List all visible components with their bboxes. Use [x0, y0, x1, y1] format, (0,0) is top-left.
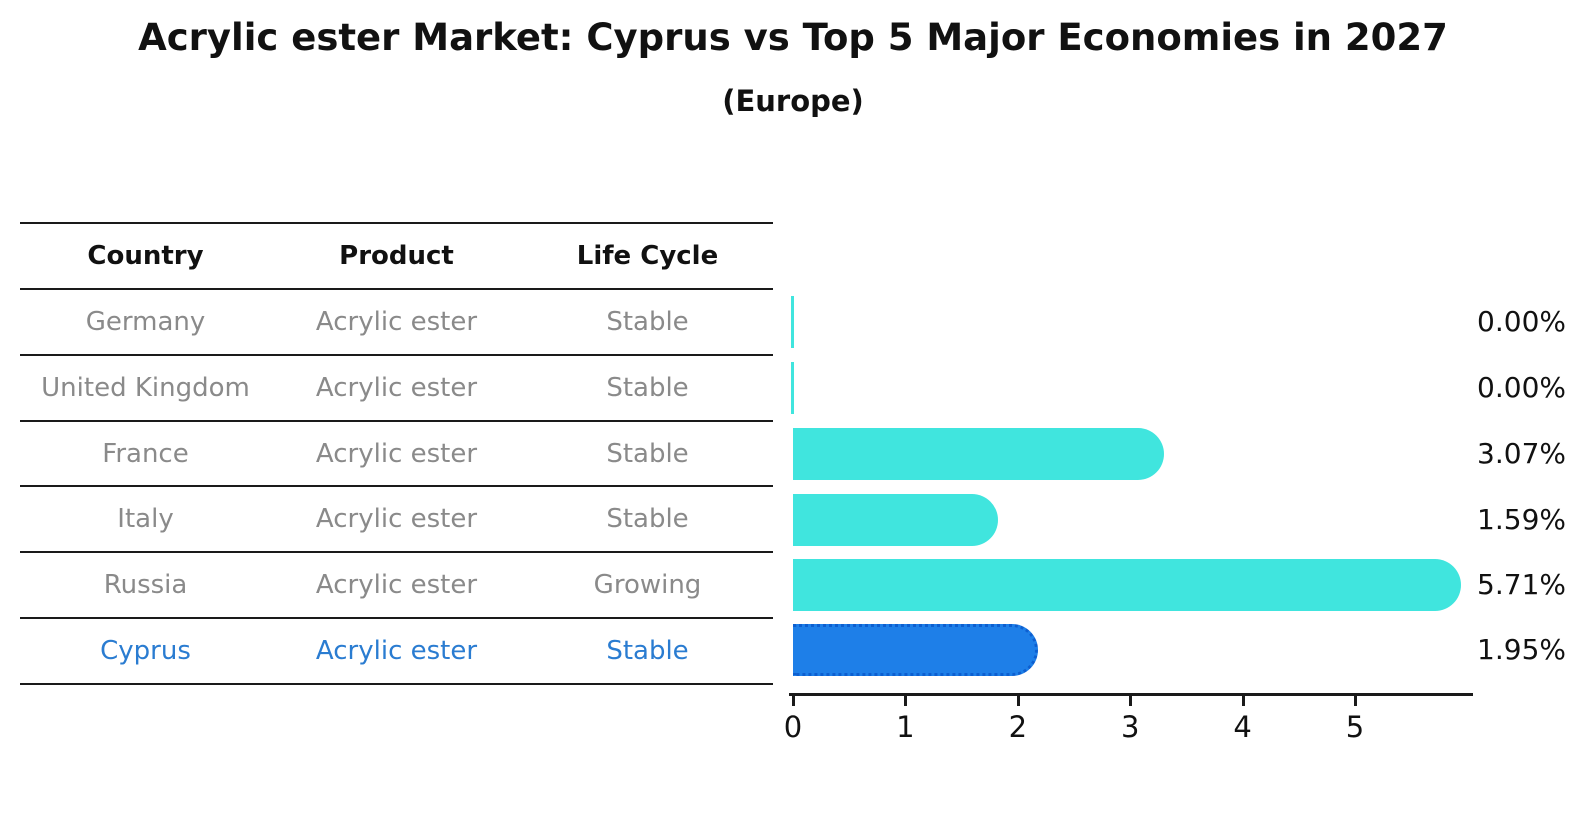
x-tick-label-1: 1	[896, 710, 915, 744]
bar-russia	[793, 559, 1461, 611]
bar-cyprus	[793, 624, 1038, 676]
cell-country: Germany	[85, 306, 206, 337]
x-axis-tick-3	[1129, 694, 1133, 706]
cell-country: Italy	[117, 504, 174, 535]
value-label-italy: 1.59%	[1477, 503, 1566, 536]
x-tick-label-4: 4	[1233, 710, 1252, 744]
table-row-cyprus: Cyprus Acrylic ester Stable	[20, 619, 773, 686]
bar-italy	[793, 494, 998, 546]
x-tick-label-2: 2	[1008, 710, 1028, 744]
bar-germany	[791, 296, 794, 348]
table-row-italy: Italy Acrylic ester Stable	[20, 487, 773, 554]
cell-life-cycle: Stable	[606, 438, 689, 469]
bar-france	[793, 428, 1164, 480]
cell-product: Acrylic ester	[315, 438, 478, 469]
x-axis-tick-5	[1354, 694, 1357, 706]
table-row-france: France Acrylic ester Stable	[20, 422, 773, 488]
page-title: Acrylic ester Market: Cyprus vs Top 5 Ma…	[138, 16, 1448, 59]
cell-life-cycle: Growing	[593, 570, 702, 601]
x-tick-label-3: 3	[1120, 710, 1140, 744]
cell-product: Acrylic ester	[315, 570, 478, 601]
value-label-united-kingdom: 0.00%	[1477, 371, 1566, 404]
cell-life-cycle: Stable	[606, 372, 689, 403]
cell-product: Acrylic ester	[315, 636, 478, 667]
header-cell-country: Country	[87, 240, 204, 271]
value-label-france: 3.07%	[1477, 437, 1566, 470]
table-row-russia: Russia Acrylic ester Growing	[20, 553, 773, 620]
x-axis-tick-2	[1016, 694, 1020, 706]
value-label-russia: 5.71%	[1477, 568, 1566, 601]
header-cell-product: Product	[339, 240, 454, 271]
cell-country: Cyprus	[100, 636, 191, 667]
page-subtitle: (Europe)	[722, 84, 864, 118]
table-row-germany: Germany Acrylic ester Stable	[20, 290, 773, 356]
cell-product: Acrylic ester	[315, 306, 478, 337]
x-axis-tick-4	[1241, 694, 1245, 706]
bar-united-kingdom	[791, 362, 794, 414]
x-tick-label-5: 5	[1345, 710, 1365, 744]
value-label-cyprus: 1.95%	[1477, 633, 1566, 666]
table-row-united-kingdom: United Kingdom Acrylic ester Stable	[20, 356, 773, 422]
table-header-row: Country Product Life Cycle	[20, 224, 773, 290]
cell-life-cycle: Stable	[606, 306, 689, 337]
header-cell-life-cycle: Life Cycle	[576, 240, 719, 271]
cell-product: Acrylic ester	[315, 504, 478, 535]
value-label-germany: 0.00%	[1477, 305, 1566, 338]
x-tick-label-0: 0	[783, 710, 803, 744]
cell-country: Russia	[103, 570, 188, 601]
cell-product: Acrylic ester	[315, 372, 478, 403]
comparison-table: Country Product Life Cycle Germany Acryl…	[20, 222, 773, 686]
cell-life-cycle: Stable	[606, 636, 689, 667]
cell-life-cycle: Stable	[606, 504, 689, 535]
x-axis-tick-0	[792, 694, 795, 706]
cell-country: France	[102, 438, 189, 469]
x-axis-tick-1	[904, 694, 908, 706]
cell-country: United Kingdom	[41, 372, 250, 403]
